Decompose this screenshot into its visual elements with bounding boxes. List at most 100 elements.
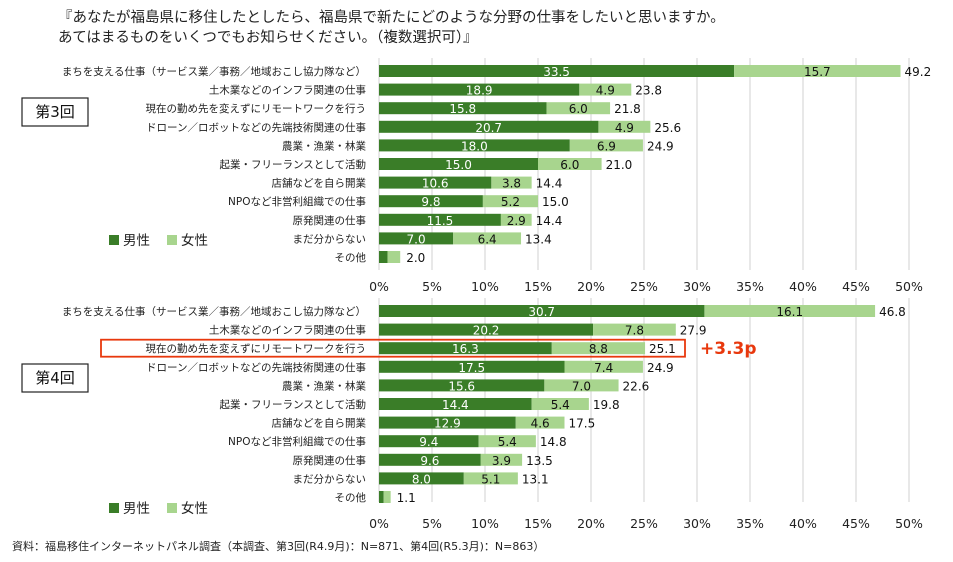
panel1-round-label: 第3回 [35,103,75,121]
panel2-total-label: 22.6 [623,379,650,393]
panel2-bar-male [379,453,481,466]
panel1-bar-female [453,232,522,245]
panel2-male-value-label: 20.2 [473,324,500,338]
panel1-x-tick-label: 45% [842,279,870,294]
panel2-total-label: 1.1 [397,491,416,505]
panel1-total-label: 21.0 [606,158,633,172]
panel1-male-value-label: 18.9 [466,84,493,98]
panel2-bar-male [379,472,464,485]
panel1-total-label: 14.4 [536,177,563,191]
panel2-highlight-box [100,338,686,358]
panel1-female-value-label: 4.9 [596,84,615,98]
panel1-male-value-label: 7.0 [407,232,426,246]
panel1-x-tick-label: 5% [422,279,442,294]
panel2-total-label: 17.5 [569,417,596,431]
panel1-bar-female [482,195,538,208]
panel1-total-label: 13.4 [525,232,552,246]
panel1-legend-label: 男性 [123,233,150,249]
panel1-category-label: 土木業などのインフラ関連の仕事 [209,84,367,97]
panel1-bar-female [546,102,611,115]
panel1-category-label: 農業・漁業・林業 [282,139,366,152]
panel2-bar-other-female [383,491,391,503]
panel1-total-label: 25.6 [654,121,681,135]
panel1-category-label: NPOなど非営利組織での仕事 [228,195,366,208]
chart-title: 『あなたが福島県に移住したとしたら、福島県で新たにどのような分野の仕事をしたいと… [58,10,725,46]
panel2-bar-male [379,305,705,317]
panel2-category-label: まだ分からない [293,473,367,485]
panel1-category-label: 現在の勤め先を変えずにリモートワークを行う [146,102,367,115]
panel1-x-tick-label: 40% [789,279,817,294]
panel2-male-value-label: 30.7 [528,305,555,319]
panel2-category-label: 現在の勤め先を変えずにリモートワークを行う [146,342,367,355]
panel1-bar-other-female [387,251,401,263]
panel2-legend-label: 男性 [123,501,150,517]
panel2-total-label: 13.5 [526,454,553,468]
panel2-bar-male [379,323,594,336]
panel1-bar-male [379,158,538,170]
panel2-x-tick-label: 15% [524,516,552,531]
panel2-bar-other-male [379,491,384,503]
panel1-bar-other-male [379,251,388,263]
panel1-legend-swatch-male [109,235,119,245]
panel1-bar-female [579,83,632,96]
panel1-category-label: 店舗などを自ら開業 [272,177,367,190]
panel2-x-tick-label: 50% [895,516,923,531]
panel2-male-value-label: 9.6 [420,454,439,468]
panel2-bar-female [564,360,643,373]
panel1-female-value-label: 5.2 [501,195,520,209]
panel1-x-tick-label: 50% [895,279,923,294]
panel2-bar-female [704,305,876,317]
panel2-category-label: 起業・フリーランスとして活動 [220,398,366,411]
panel1-bar-male [379,65,735,77]
panel1-total-label: 23.8 [635,84,662,98]
panel2-bar-female [515,416,565,429]
panel2-female-value-label: 7.0 [572,379,591,393]
panel2-female-value-label: 5.1 [481,472,500,486]
panel1-female-value-label: 2.9 [507,214,526,228]
panel2-category-label: その他 [335,491,367,504]
panel1-total-label: 14.4 [536,214,563,228]
panel2-bar-male [379,435,479,448]
panel1-male-value-label: 10.6 [422,177,449,191]
panel2-category-label: 店舗などを自ら開業 [272,417,367,430]
panel1-total-label: 15.0 [542,195,569,209]
panel1-x-tick-label: 0% [369,279,389,294]
panel2-female-value-label: 3.9 [492,454,511,468]
panel1-bar-female [538,158,602,170]
panel2-total-label: 46.8 [879,305,906,319]
panel1-total-label: 49.2 [905,65,932,79]
panel1-legend-label: 女性 [181,232,208,249]
panel1-bar-male [379,195,483,208]
panel1-bar-male [379,232,454,245]
panel1-category-label: まだ分からない [293,233,367,245]
panel1-female-value-label: 6.0 [569,102,588,116]
panel2-x-tick-label: 5% [422,516,442,531]
panel2-female-value-label: 7.8 [625,324,644,338]
panel2-bar-female [463,472,518,485]
panel2-x-tick-label: 40% [789,516,817,531]
panel1-bar-female [569,139,643,152]
panel1-bar-male [379,176,492,189]
panel1-x-tick-label: 25% [630,279,658,294]
panel1-bar-female [598,120,651,133]
panel1-male-value-label: 15.0 [445,158,472,172]
panel2-female-value-label: 7.4 [594,361,613,375]
panel2-bar-male [379,360,565,373]
panel1-legend-swatch-female [167,235,177,245]
panel2-change-annotation: +3.3p [700,339,757,359]
panel2-total-label: 19.8 [593,398,620,412]
panel1-bar-male [379,83,580,96]
panel2-bar-female [478,435,536,448]
panel1-category-label: その他 [335,251,367,264]
panel1-x-tick-label: 30% [683,279,711,294]
panel1-category-label: ドローン／ロボットなどの先端技術関連の仕事 [146,121,366,134]
panel2-x-tick-label: 35% [736,516,764,531]
panel2-category-label: 原発関連の仕事 [293,454,367,467]
panel2-bar-male [379,416,516,429]
panel2-round-label: 第4回 [35,369,75,387]
panel2-total-label: 13.1 [522,472,549,486]
panel1-round-label-box [21,97,89,127]
panel1-x-tick-label: 15% [524,279,552,294]
panel1-category-label: 原発関連の仕事 [293,214,367,227]
